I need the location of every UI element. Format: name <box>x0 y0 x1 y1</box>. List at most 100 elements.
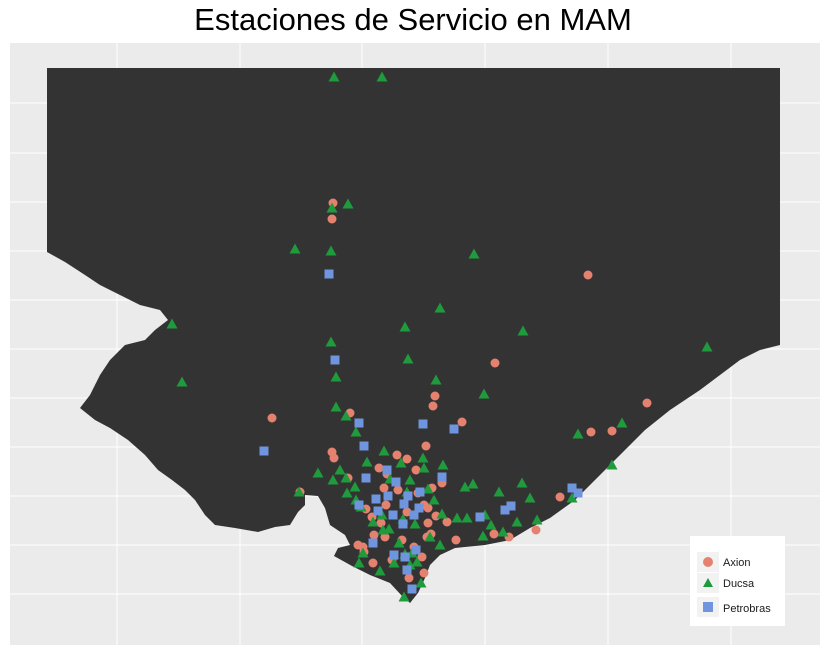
ducsa-station-marker <box>485 519 497 530</box>
ducsa-station-marker <box>376 71 388 82</box>
axion-station-marker <box>423 518 433 528</box>
axion-station-marker <box>374 463 384 473</box>
ducsa-station-marker <box>516 477 528 488</box>
axion-station-marker <box>555 492 565 502</box>
petrobras-station-marker <box>415 487 425 497</box>
ducsa-station-marker <box>340 472 352 483</box>
ducsa-station-marker <box>176 376 188 387</box>
ducsa-station-marker <box>572 428 584 439</box>
ducsa-station-marker <box>524 492 536 503</box>
ducsa-station-marker <box>293 486 305 497</box>
axion-station-marker <box>379 483 389 493</box>
axion-station-marker <box>428 401 438 411</box>
ducsa-station-marker <box>357 547 369 558</box>
axion-station-marker <box>490 358 500 368</box>
axion-station-marker <box>411 465 421 475</box>
axion-station-marker <box>430 391 440 401</box>
ducsa-station-marker <box>415 577 427 588</box>
petrobras-station-marker <box>411 545 421 555</box>
ducsa-station-marker <box>436 508 448 519</box>
axion-station-marker <box>392 450 402 460</box>
petrobras-station-marker <box>437 472 447 482</box>
axion-station-marker <box>642 398 652 408</box>
petrobras-station-marker <box>567 483 577 493</box>
petrobras-station-marker <box>573 488 583 498</box>
petrobras-station-marker <box>402 565 412 575</box>
petrobras-station-marker <box>399 499 409 509</box>
petrobras-station-marker <box>475 512 485 522</box>
ducsa-station-marker <box>353 557 365 568</box>
petrobras-station-marker <box>418 419 428 429</box>
ducsa-station-marker <box>428 494 440 505</box>
petrobras-station-marker <box>324 269 334 279</box>
axion-station-marker <box>417 552 427 562</box>
ducsa-station-marker <box>459 481 471 492</box>
ducsa-station-marker <box>511 516 523 527</box>
petrobras-station-marker <box>409 510 419 520</box>
ducsa-station-marker <box>325 336 337 347</box>
ducsa-station-marker <box>383 523 395 534</box>
ducsa-station-marker <box>326 202 338 213</box>
axion-station-marker <box>421 441 431 451</box>
legend-label-petrobras: Petrobras <box>723 603 771 615</box>
ducsa-station-marker <box>418 462 430 473</box>
petrobras-stations <box>259 269 583 594</box>
ducsa-station-marker <box>367 516 379 527</box>
ducsa-station-marker <box>497 526 509 537</box>
axion-station-marker <box>607 426 617 436</box>
petrobras-station-marker <box>414 503 424 513</box>
petrobras-station-marker <box>398 519 408 529</box>
ducsa-station-marker <box>477 530 489 541</box>
axion-station-marker <box>353 540 363 550</box>
axion-station-marker <box>451 535 461 545</box>
ducsa-station-marker <box>350 426 362 437</box>
ducsa-station-marker <box>461 512 473 523</box>
petrobras-station-marker <box>354 500 364 510</box>
petrobras-station-marker <box>383 491 393 501</box>
ducsa-station-marker <box>328 71 340 82</box>
axion-station-marker <box>404 573 414 583</box>
ducsa-station-marker <box>566 492 578 503</box>
legend: Axion Ducsa Petrobras <box>690 536 785 626</box>
axion-station-marker <box>489 529 499 539</box>
ducsa-station-marker <box>409 518 421 529</box>
ducsa-station-marker <box>434 302 446 313</box>
petrobras-station-marker <box>391 477 401 487</box>
axion-station-marker <box>419 568 429 578</box>
petrobras-station-marker <box>373 506 383 516</box>
ducsa-station-marker <box>374 565 386 576</box>
axion-station-marker <box>369 530 379 540</box>
petrobras-station-marker <box>371 494 381 504</box>
petrobras-station-marker <box>354 418 364 428</box>
ducsa-station-marker <box>701 341 713 352</box>
ducsa-station-marker <box>451 512 463 523</box>
ducsa-station-marker <box>327 474 339 485</box>
ducsa-station-marker <box>493 486 505 497</box>
legend-marker-axion <box>703 557 713 567</box>
ducsa-station-marker <box>388 557 400 568</box>
ducsa-station-marker <box>393 537 405 548</box>
petrobras-station-marker <box>330 355 340 365</box>
ducsa-stations <box>166 71 713 602</box>
axion-station-marker <box>327 214 337 224</box>
ducsa-station-marker <box>616 417 628 428</box>
ducsa-station-marker <box>434 539 446 550</box>
petrobras-station-marker <box>382 465 392 475</box>
ducsa-station-marker <box>531 514 543 525</box>
axion-station-marker <box>380 532 390 542</box>
axion-station-marker <box>402 454 412 464</box>
petrobras-station-marker <box>403 491 413 501</box>
petrobras-station-marker <box>359 441 369 451</box>
ducsa-station-marker <box>399 321 411 332</box>
ducsa-station-marker <box>467 478 479 489</box>
petrobras-station-marker <box>400 552 410 562</box>
ducsa-station-marker <box>398 591 410 602</box>
axion-station-marker <box>267 413 277 423</box>
axion-station-marker <box>457 417 467 427</box>
ducsa-station-marker <box>325 245 337 256</box>
axion-station-marker <box>381 500 391 510</box>
ducsa-station-marker <box>430 374 442 385</box>
petrobras-station-marker <box>500 505 510 515</box>
ducsa-station-marker <box>411 556 423 567</box>
axion-station-marker <box>583 270 593 280</box>
